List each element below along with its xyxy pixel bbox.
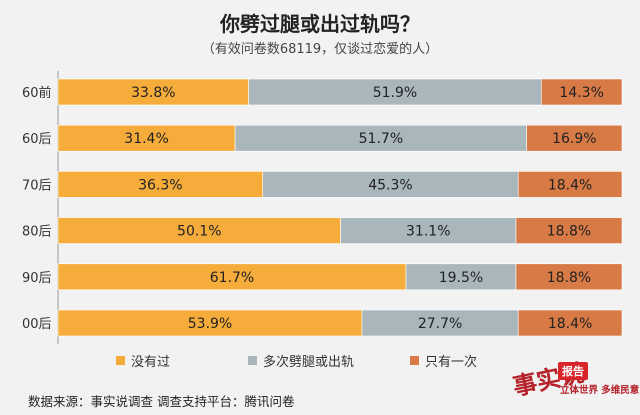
- legend-label-multiple: 多次劈腿或出轨: [263, 355, 355, 370]
- bar-value-label: 18.8%: [547, 270, 591, 286]
- legend-item-multiple: 多次劈腿或出轨: [248, 351, 354, 370]
- bar-value-label: 45.3%: [368, 177, 412, 193]
- bar-segment: [517, 309, 623, 337]
- category-label: 60后: [22, 132, 52, 147]
- bar-segment: [541, 78, 623, 106]
- bar-segment: [57, 124, 236, 152]
- bar-segment: [515, 263, 623, 291]
- bar-segment: [57, 78, 249, 106]
- bar-value-label: 31.4%: [124, 131, 168, 147]
- shishishuo-logo: 事实说 报告 立体世界 多维民意: [510, 358, 639, 410]
- bar-value-label: 51.9%: [373, 85, 417, 101]
- bar-value-label: 61.7%: [210, 270, 254, 286]
- legend-label-none: 没有过: [131, 355, 171, 370]
- bar-segment: [234, 124, 527, 152]
- bar-value-label: 51.7%: [359, 131, 403, 147]
- bar-segment: [340, 217, 517, 244]
- chart-subtitle: （有效问卷数68119，仅谈过恋爱的人）: [201, 42, 439, 57]
- category-label: 80后: [22, 225, 52, 240]
- bar-value-label: 14.3%: [559, 85, 603, 101]
- legend-swatch-none: [116, 356, 125, 365]
- bar-value-label: 53.9%: [188, 316, 232, 332]
- category-label: 00后: [22, 317, 52, 332]
- bar-value-label: 36.3%: [138, 177, 182, 193]
- bar-value-label: 33.8%: [131, 85, 175, 101]
- legend-swatch-once: [410, 356, 419, 365]
- bar-segment: [526, 124, 623, 152]
- bar-value-label: 31.1%: [406, 224, 450, 240]
- bar-segment: [515, 217, 623, 244]
- bar-value-label: 27.7%: [418, 316, 462, 332]
- logo-tagline: 立体世界 多维民意: [560, 385, 640, 396]
- chart-title: 你劈过腿或出过轨吗？: [220, 12, 420, 36]
- legend-item-none: 没有过: [116, 351, 170, 370]
- data-source-note: 数据来源：事实说调查 调查支持平台：腾讯问卷: [28, 394, 295, 409]
- bar-value-label: 16.9%: [552, 131, 596, 147]
- category-label: 70后: [22, 178, 52, 193]
- bar-value-label: 19.5%: [439, 270, 483, 286]
- bar-value-label: 50.1%: [177, 224, 221, 240]
- bar-value-label: 18.4%: [548, 316, 592, 332]
- legend-label-once: 只有一次: [425, 355, 478, 370]
- category-label: 90后: [22, 271, 52, 286]
- bar-segment: [57, 217, 341, 244]
- logo-badge: 报告: [558, 362, 588, 380]
- bar-segment: [262, 171, 519, 198]
- bar-segment: [57, 171, 264, 198]
- bar-segment: [405, 263, 517, 291]
- bar-segment: [517, 171, 623, 198]
- bar-segment: [361, 309, 519, 337]
- bar-value-label: 18.4%: [548, 177, 592, 193]
- stacked-bar-chart: 60前 33.8% 51.9% 14.3% 60后 31.4% 51.7% 16.9% 70后 3…: [22, 71, 623, 344]
- bar-segment: [57, 309, 363, 337]
- bar-segment: [57, 263, 407, 291]
- legend-swatch-multiple: [248, 356, 257, 365]
- category-label: 60前: [22, 85, 52, 101]
- chart-legend: 没有过 多次劈腿或出轨 只有一次: [0, 351, 640, 370]
- legend-item-once: 只有一次: [410, 351, 477, 370]
- bar-value-label: 18.8%: [547, 224, 591, 240]
